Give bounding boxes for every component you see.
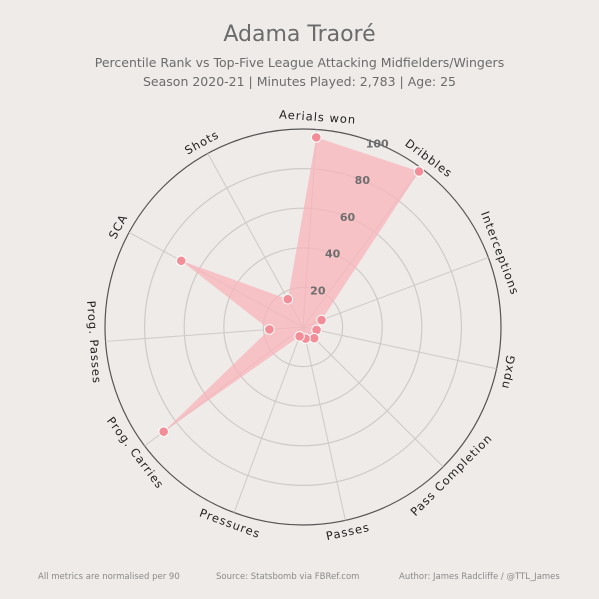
subtitle-comparison: Percentile Rank vs Top-Five League Attac… (94, 55, 505, 70)
radar-fill-layer (163, 137, 420, 432)
footer-source: Source: Statsbomb via FBRef.com (216, 572, 360, 582)
r-tick-label: 60 (340, 211, 356, 224)
subtitle-season-info: Season 2020-21 | Minutes Played: 2,783 |… (143, 74, 456, 89)
r-tick-label: 20 (310, 284, 326, 297)
spoke-line (302, 326, 444, 468)
category-label: Prog. Passes (84, 300, 104, 384)
spoke-line (302, 326, 497, 370)
data-point (158, 426, 169, 437)
grid-ring (144, 168, 462, 486)
category-label: Shots (182, 127, 221, 157)
category-label: Aerials won (279, 107, 357, 126)
category-label: Interceptions (478, 209, 522, 297)
data-point (175, 255, 187, 267)
spoke-line (233, 326, 304, 513)
footer-note: All metrics are normalised per 90 (38, 572, 180, 582)
r-tick-label: 100 (366, 137, 389, 150)
grid-ring (183, 207, 423, 447)
footer-author: Author: James Radcliffe / @TTL_James (399, 572, 560, 582)
spoke-line (302, 257, 489, 328)
category-label: npxG (497, 353, 518, 389)
data-point (413, 166, 425, 177)
r-tick-label: 80 (355, 174, 371, 187)
data-point (264, 324, 275, 335)
radar-area (163, 137, 420, 432)
radial-tick-labels: 20 40 60 80 100 (310, 137, 389, 297)
page-title: Adama Traoré (223, 22, 376, 47)
radar-points (158, 132, 425, 437)
r-tick-label: 40 (325, 248, 341, 261)
data-point (316, 314, 327, 326)
data-point (308, 332, 320, 344)
data-point (310, 132, 322, 143)
data-point (282, 293, 294, 305)
outer-ring (104, 128, 502, 526)
spoke-line (302, 326, 346, 521)
category-label: Prog. Carries (104, 414, 167, 492)
data-point (294, 330, 305, 342)
